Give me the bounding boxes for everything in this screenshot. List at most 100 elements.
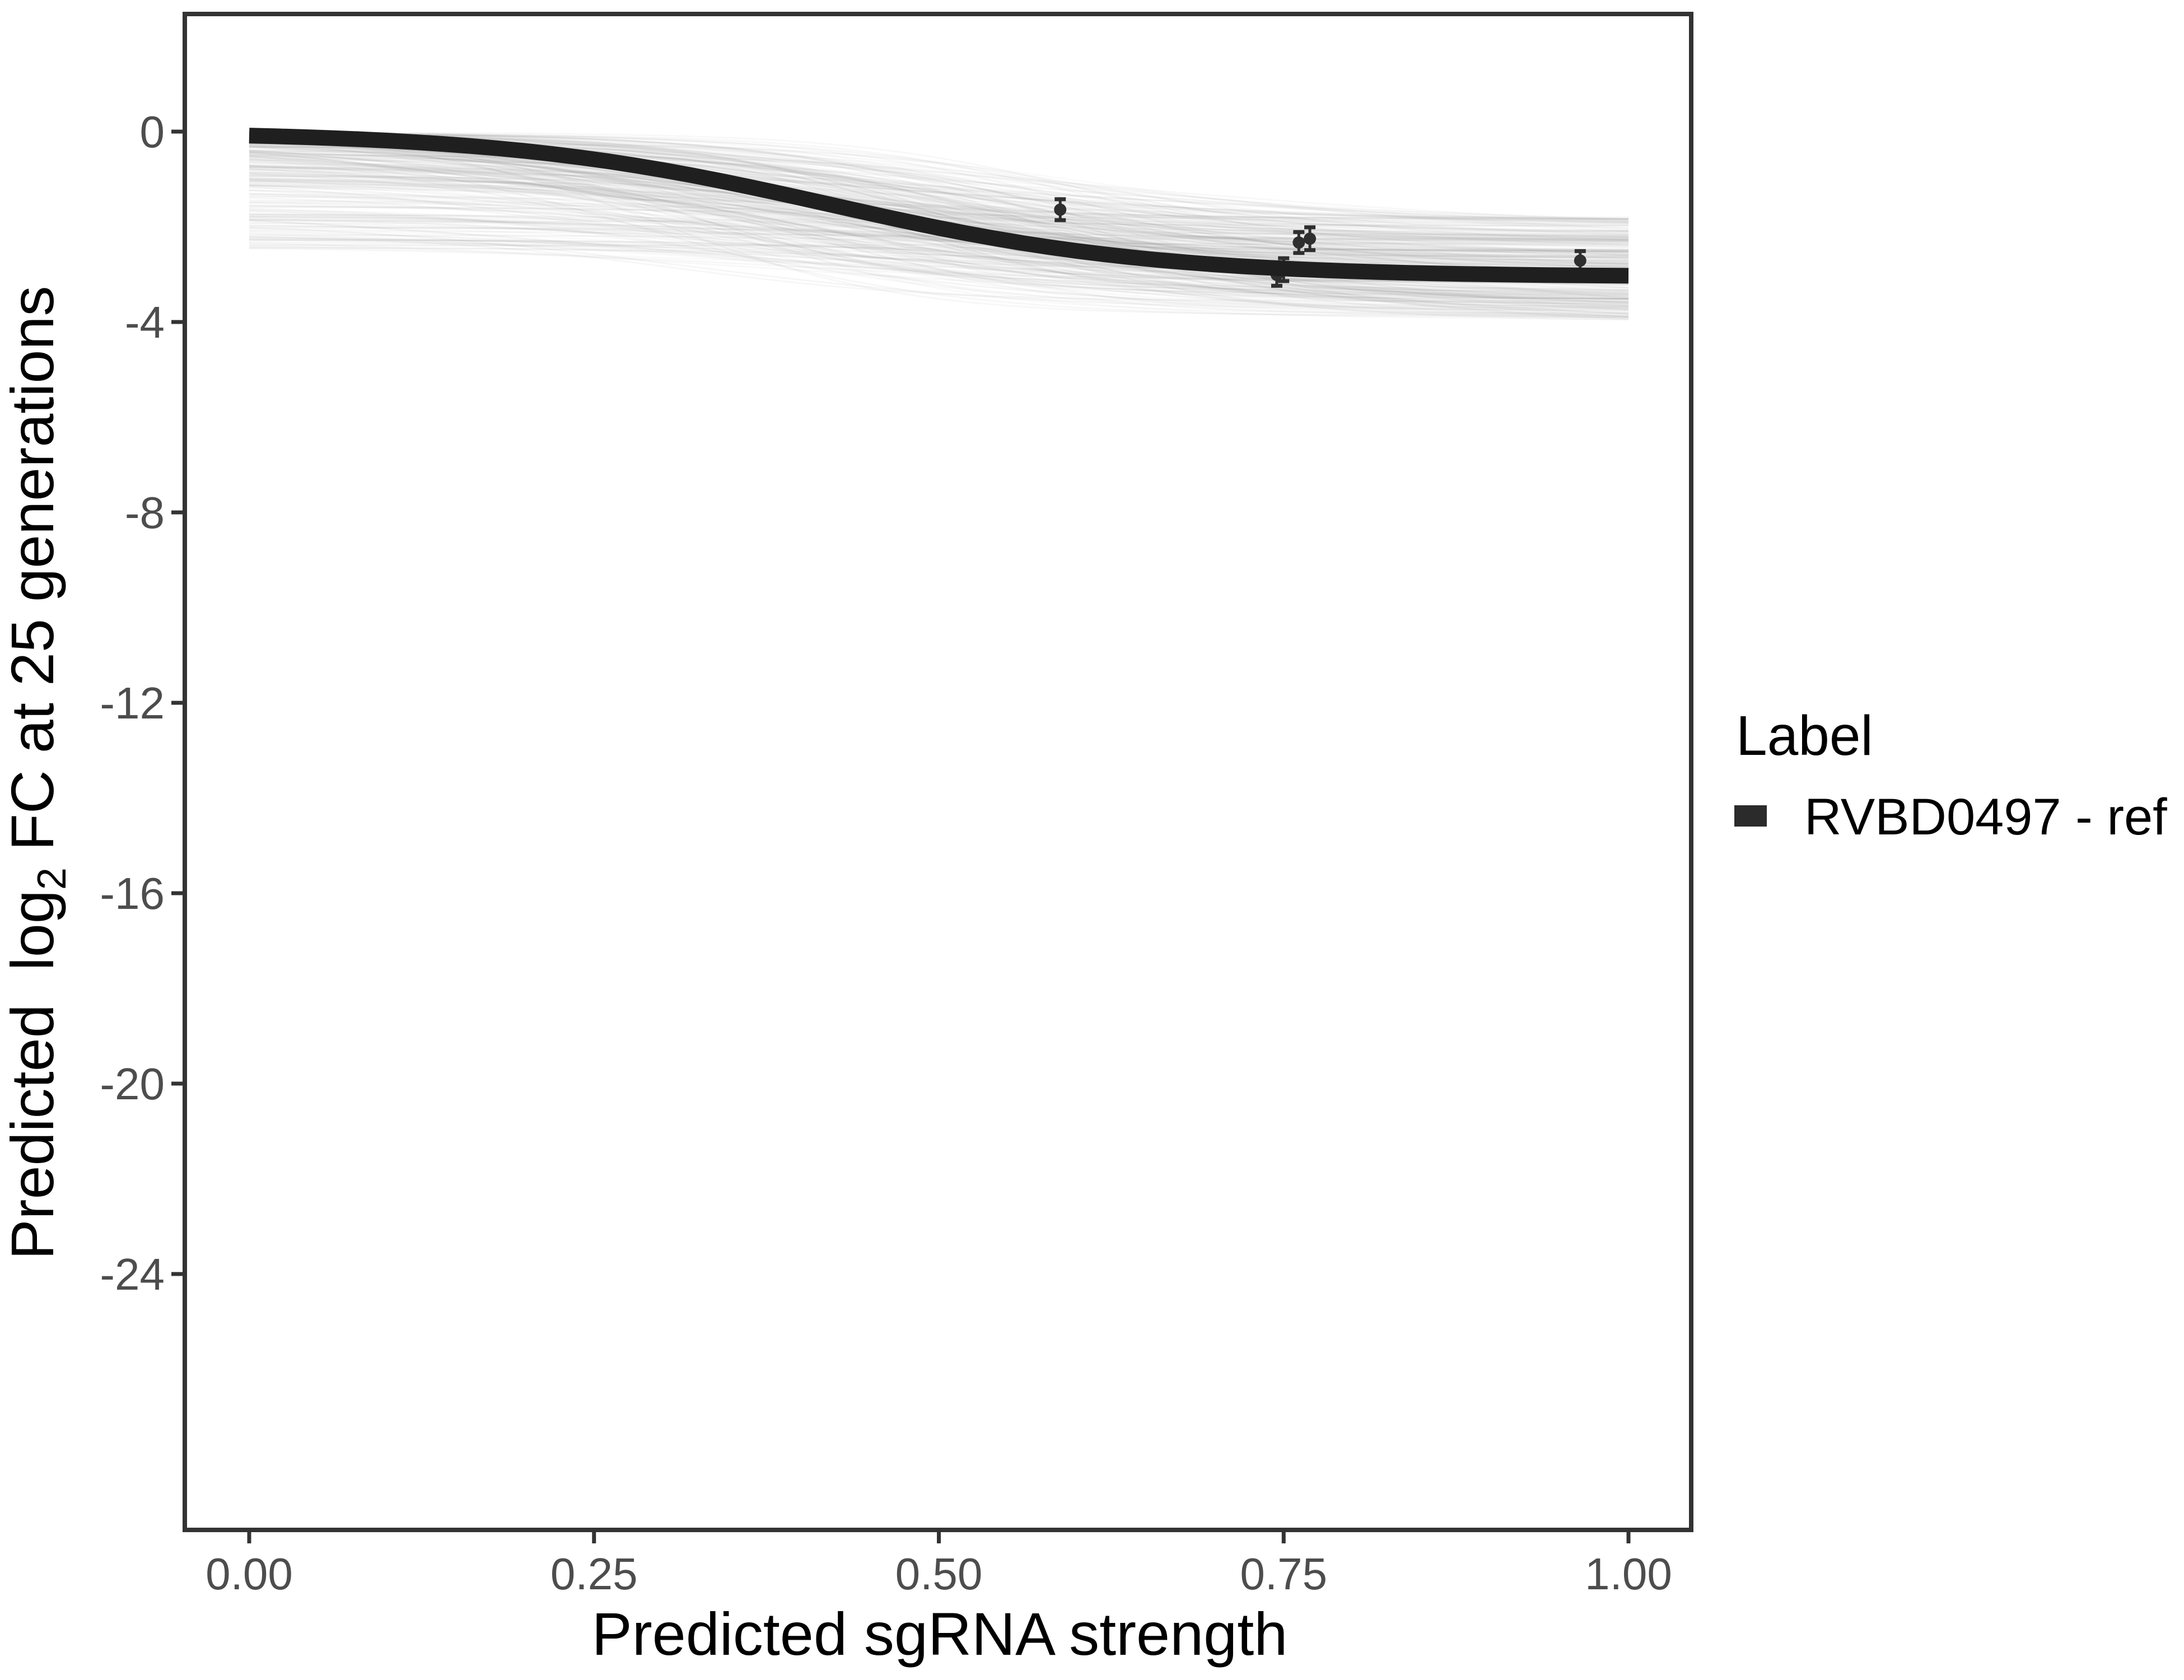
posterior-sample-line <box>249 171 1629 241</box>
posterior-sample-line <box>249 206 1629 241</box>
x-tick-label: 0.75 <box>1240 1549 1327 1599</box>
posterior-sample-line <box>249 185 1629 240</box>
y-tick-label: -24 <box>100 1249 165 1299</box>
posterior-sample-line <box>249 213 1628 250</box>
posterior-sample-line <box>249 146 1629 222</box>
posterior-sample-line <box>249 150 1629 295</box>
posterior-sample-line <box>249 213 1629 300</box>
posterior-sample-line <box>249 132 1629 256</box>
posterior-sample-line <box>249 161 1629 260</box>
posterior-sample-line <box>249 172 1629 307</box>
point-marker <box>1574 254 1586 267</box>
posterior-sample-line <box>249 236 1628 302</box>
posterior-sample-line <box>249 239 1628 254</box>
posterior-sample-line <box>249 144 1629 253</box>
posterior-sample-line <box>249 220 1629 306</box>
posterior-sample-line <box>249 151 1629 222</box>
posterior-sample-line <box>249 184 1629 300</box>
posterior-sample-line <box>249 204 1629 251</box>
posterior-sample-line <box>249 160 1629 220</box>
posterior-sample-line <box>249 184 1629 220</box>
posterior-sample-line <box>249 137 1629 271</box>
legend-item-label: RVBD0497 - ref <box>1804 788 2167 846</box>
posterior-sample-line <box>249 230 1629 282</box>
posterior-sample-line <box>249 183 1629 236</box>
posterior-sample-line <box>249 234 1629 246</box>
posterior-sample-line <box>249 132 1629 238</box>
posterior-sample-line <box>249 137 1629 251</box>
posterior-sample-line <box>249 177 1629 303</box>
legend-key-line-swatch <box>1734 805 1767 827</box>
fit-curve <box>249 128 1629 284</box>
posterior-sample-line <box>249 133 1629 256</box>
posterior-sample-line <box>249 219 1629 252</box>
posterior-sample-line <box>249 165 1629 258</box>
legend-title: Label <box>1736 704 1873 767</box>
posterior-sample-line <box>249 193 1629 296</box>
posterior-sample-line <box>249 184 1628 292</box>
posterior-sample-line <box>249 150 1629 298</box>
posterior-sample-line <box>249 159 1629 225</box>
posterior-sample-line <box>249 132 1629 236</box>
x-axis-title: Predicted sgRNA strength <box>592 1600 1288 1668</box>
posterior-sample-line <box>249 179 1629 237</box>
posterior-sample-line <box>249 224 1629 314</box>
posterior-sample-line <box>249 141 1629 265</box>
posterior-sample-line <box>249 146 1629 315</box>
data-point <box>1054 197 1067 222</box>
posterior-sample-line <box>249 155 1629 309</box>
posterior-sample-line <box>249 133 1629 258</box>
posterior-sample-line <box>249 166 1629 243</box>
posterior-sample-line <box>249 175 1629 314</box>
posterior-sample-line <box>249 132 1629 263</box>
posterior-sample-line <box>249 132 1629 303</box>
posterior-sample-line <box>249 179 1629 291</box>
posterior-sample-line <box>249 151 1629 318</box>
x-tick-label: 0.25 <box>550 1549 638 1599</box>
y-axis-title: Predicted log2 FC at 25 generations <box>0 286 74 1259</box>
posterior-sample-line <box>249 230 1629 310</box>
posterior-sample-line <box>249 161 1629 242</box>
y-tick-label: -16 <box>100 869 165 918</box>
posterior-sample-line <box>249 157 1629 318</box>
posterior-sample-line <box>249 143 1628 283</box>
y-axis-title-post: FC at 25 generations <box>0 286 66 867</box>
x-tick-label: 0.50 <box>895 1549 983 1599</box>
posterior-sample-line <box>249 218 1629 290</box>
posterior-sample-line <box>249 132 1629 301</box>
posterior-sample-line <box>249 155 1629 234</box>
posterior-sample-line <box>249 241 1629 252</box>
posterior-sample-line <box>249 164 1629 253</box>
posterior-sample-line <box>249 132 1629 238</box>
posterior-sample-line <box>249 158 1629 295</box>
posterior-sample-line <box>249 235 1629 309</box>
posterior-sample-line <box>249 246 1629 301</box>
posterior-sample-line <box>249 141 1629 296</box>
posterior-sample-line <box>249 134 1629 318</box>
y-axis-title-subscript: 2 <box>30 867 74 890</box>
posterior-sample-line <box>249 226 1629 311</box>
y-axis-title-pre: Predicted log <box>0 890 66 1259</box>
posterior-sample-line <box>249 228 1629 241</box>
posterior-sample-line <box>249 165 1629 266</box>
data-point <box>1304 225 1317 253</box>
posterior-sample-line <box>249 158 1629 292</box>
posterior-sample-line <box>249 219 1629 264</box>
posterior-sample-line <box>249 165 1629 283</box>
posterior-sample-line <box>249 189 1629 265</box>
point-marker <box>1304 232 1317 245</box>
posterior-sample-line <box>249 133 1629 286</box>
posterior-sample-line <box>249 195 1628 259</box>
posterior-sample-line <box>249 134 1629 300</box>
posterior-sample-line <box>249 152 1629 223</box>
posterior-sample-line <box>249 146 1629 223</box>
posterior-sample-line <box>249 136 1629 269</box>
posterior-sample-line <box>249 132 1629 318</box>
posterior-sample-line <box>249 216 1629 288</box>
posterior-sample-line <box>249 154 1629 320</box>
posterior-sample-line <box>249 140 1629 239</box>
posterior-sample-line <box>249 244 1629 319</box>
posterior-sample-line <box>249 139 1628 316</box>
